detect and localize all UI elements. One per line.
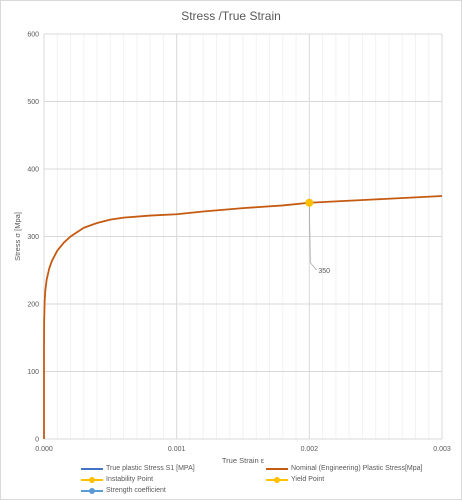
legend-marker — [89, 487, 95, 494]
x-tick-label: 0.002 — [301, 446, 319, 453]
legend-line — [266, 468, 288, 470]
x-tick-label: 0.000 — [35, 446, 53, 453]
data-label: 350 — [318, 268, 330, 275]
y-tick-label: 200 — [27, 302, 39, 309]
x-tick-label: 0.001 — [168, 446, 186, 453]
legend-label: Strength coefficient — [106, 487, 166, 494]
legend-marker — [274, 476, 280, 483]
legend-marker — [89, 476, 95, 483]
y-tick-label: 600 — [27, 32, 39, 39]
legend-line — [81, 468, 103, 470]
legend-swatch — [266, 465, 288, 473]
legend-swatch — [81, 476, 103, 484]
series-line — [43, 195, 443, 439]
legend: True plastic Stress S1 [MPA] Nominal (Eng… — [81, 463, 451, 496]
legend-row: Strength coefficient — [81, 485, 451, 496]
chart-title: Stress /True Strain — [181, 9, 281, 23]
legend-label: Nominal (Engineering) Plastic Stress[Mpa… — [291, 465, 423, 472]
y-tick-label: 100 — [27, 369, 39, 376]
legend-swatch — [81, 465, 103, 473]
legend-item: True plastic Stress S1 [MPA] — [81, 465, 266, 473]
legend-label: Yield Point — [291, 476, 325, 483]
y-tick-label: 300 — [27, 234, 39, 241]
legend-swatch — [81, 487, 103, 495]
x-axis-title: True Strain ε — [222, 456, 265, 465]
annotation-leader — [308, 202, 317, 271]
legend-label: Instability Point — [106, 476, 154, 483]
legend-row: True plastic Stress S1 [MPA] Nominal (Eng… — [81, 463, 451, 474]
legend-swatch — [266, 476, 288, 484]
legend-item: Instability Point — [81, 476, 266, 484]
legend-item: Strength coefficient — [81, 487, 271, 495]
legend-item: Nominal (Engineering) Plastic Stress[Mpa… — [266, 465, 451, 473]
yield-point-marker — [305, 198, 314, 207]
legend-label: True plastic Stress S1 [MPA] — [106, 465, 195, 472]
y-axis-title: Stress σ [Mpa] — [13, 212, 22, 261]
y-tick-label: 500 — [27, 99, 39, 106]
x-tick-label: 0.003 — [433, 446, 451, 453]
y-tick-label: 400 — [27, 167, 39, 174]
legend-item: Yield Point — [266, 476, 451, 484]
y-tick-label: 0 — [35, 437, 39, 444]
legend-row: Instability Point Yield Point — [81, 474, 451, 485]
